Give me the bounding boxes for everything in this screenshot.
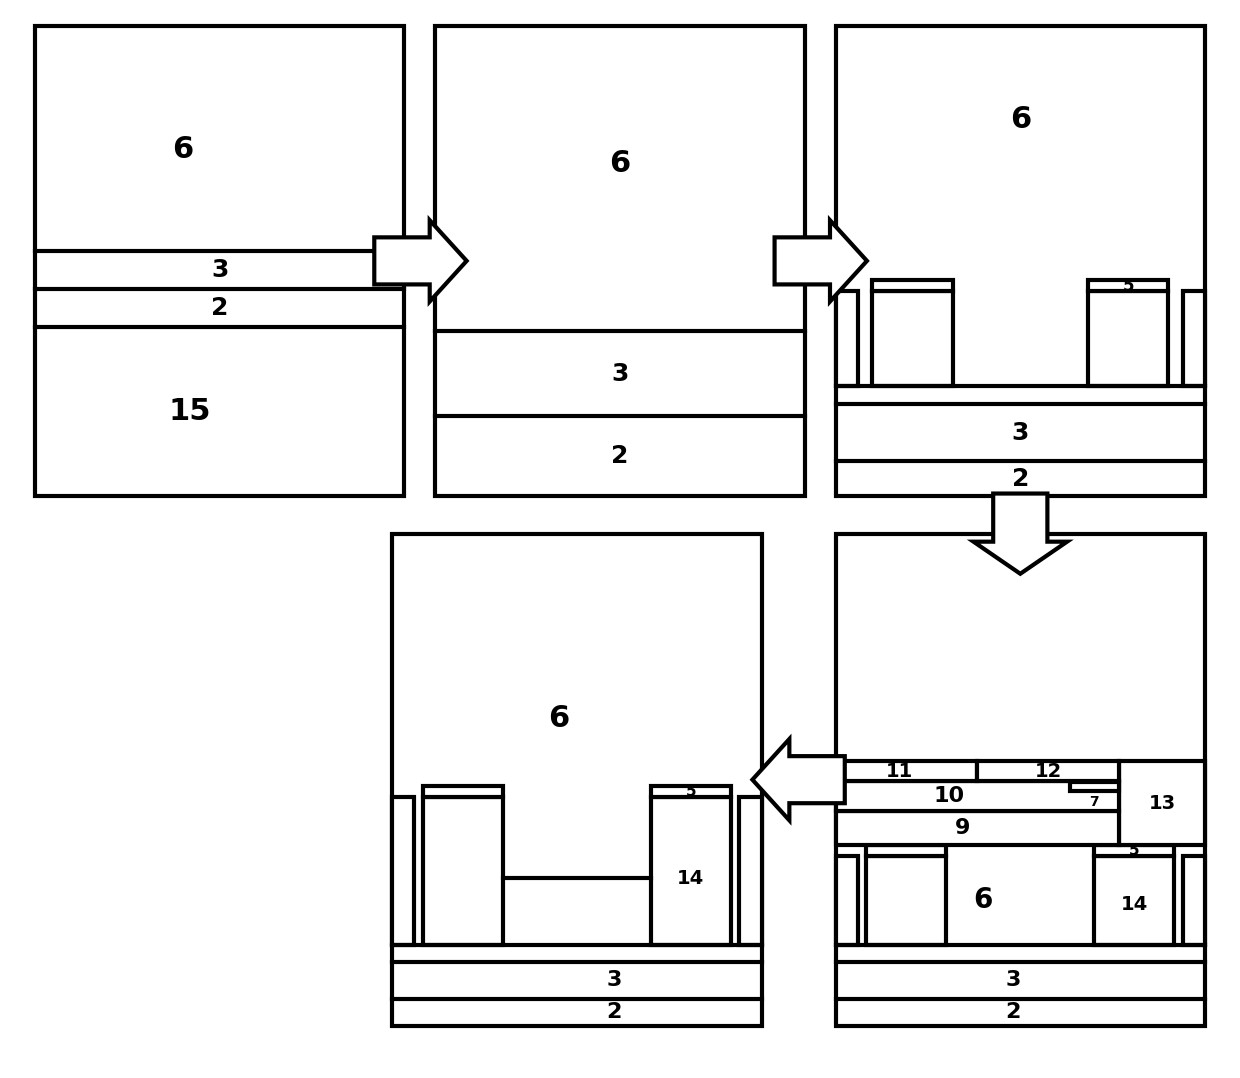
Text: 3: 3 <box>211 259 228 282</box>
Text: 6: 6 <box>172 136 193 164</box>
Bar <box>651 797 730 944</box>
Text: 14: 14 <box>677 869 704 887</box>
Polygon shape <box>775 220 867 302</box>
Bar <box>1118 761 1205 845</box>
Text: 9: 9 <box>955 818 971 838</box>
Bar <box>836 761 977 782</box>
Bar <box>1094 856 1174 944</box>
Text: 2: 2 <box>1006 1003 1021 1022</box>
Text: 2: 2 <box>1012 467 1029 490</box>
Bar <box>1094 845 1174 856</box>
Bar <box>1070 782 1118 791</box>
Text: 3: 3 <box>1006 970 1021 991</box>
Text: 5: 5 <box>686 784 696 799</box>
Bar <box>867 845 946 856</box>
Bar <box>1183 291 1205 386</box>
Text: 2: 2 <box>606 1003 621 1022</box>
Polygon shape <box>973 494 1068 573</box>
Polygon shape <box>374 220 466 302</box>
Text: 15: 15 <box>169 397 211 426</box>
Bar <box>423 797 503 944</box>
Text: 11: 11 <box>885 762 913 780</box>
Text: 14: 14 <box>1121 895 1148 914</box>
Bar <box>739 797 761 944</box>
Text: 7: 7 <box>1090 794 1099 808</box>
Text: 12: 12 <box>1034 762 1061 780</box>
Bar <box>435 26 805 496</box>
Bar <box>423 786 503 797</box>
Bar <box>873 279 952 291</box>
Bar <box>836 856 858 944</box>
Text: 5: 5 <box>1122 277 1133 294</box>
Bar <box>651 786 730 797</box>
Text: 6: 6 <box>973 886 993 914</box>
Bar <box>1087 279 1168 291</box>
Bar <box>392 534 761 1025</box>
Bar <box>836 534 1205 1025</box>
Text: 10: 10 <box>934 786 965 806</box>
Bar <box>35 26 404 496</box>
Text: 6: 6 <box>1009 106 1030 134</box>
Text: 6: 6 <box>609 149 631 178</box>
Bar <box>867 856 946 944</box>
Text: 5: 5 <box>1128 843 1140 858</box>
Text: 3: 3 <box>606 970 621 991</box>
Bar <box>836 26 1205 496</box>
Bar <box>392 797 414 944</box>
Bar <box>1183 856 1205 944</box>
Text: 2: 2 <box>611 444 629 468</box>
Text: 3: 3 <box>611 362 629 386</box>
Bar <box>873 291 952 386</box>
Text: 3: 3 <box>1012 420 1029 445</box>
Text: 13: 13 <box>1148 793 1176 813</box>
Bar <box>1087 291 1168 386</box>
Bar <box>836 291 858 386</box>
Bar <box>836 811 1118 845</box>
Bar <box>977 761 1118 782</box>
Text: 2: 2 <box>211 296 228 320</box>
Text: 6: 6 <box>548 704 569 733</box>
Polygon shape <box>753 740 844 820</box>
Bar <box>836 782 1118 811</box>
